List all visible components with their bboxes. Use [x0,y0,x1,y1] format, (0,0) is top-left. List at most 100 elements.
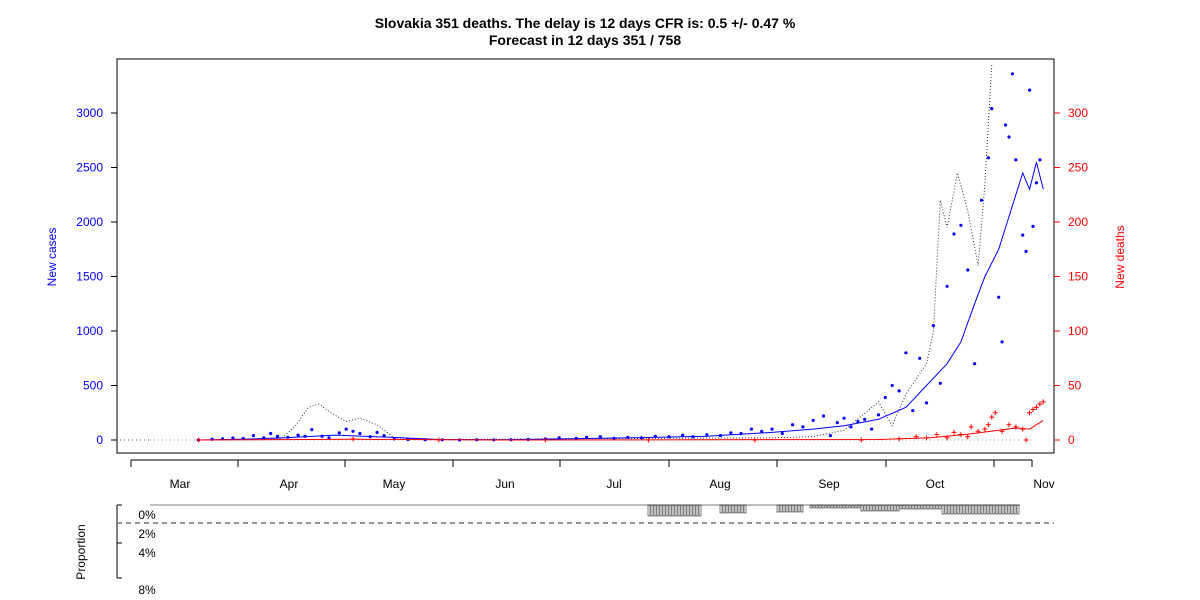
prop-bar [662,504,666,517]
x-tick-label: Aug [709,477,730,491]
prop-bar [1004,504,1008,515]
prop-bar [797,504,801,513]
prop-tick-label: 0% [138,508,156,522]
y-tick-label: 3000 [76,106,103,120]
case-point [890,383,894,388]
prop-bar [905,504,909,510]
x-tick-label: Nov [1033,477,1054,491]
y-tick-label: 1000 [76,324,103,338]
prop-bar [683,504,687,517]
case-point [849,425,853,429]
prop-bar [698,504,702,517]
prop-bar [782,504,786,513]
case-point [770,427,774,431]
prop-bar [800,504,804,513]
prop-bar [935,504,939,510]
prop-bar [917,504,921,510]
cases-smoothed-line [198,161,1044,441]
prop-bar [914,504,918,510]
prop-bar [857,504,861,509]
prop-bar [908,504,912,510]
prop-bar [671,504,675,517]
death-point [989,414,995,420]
prop-bar [821,504,825,509]
case-point [918,356,922,360]
prop-bar [668,504,672,517]
case-point [959,223,963,227]
case-point [705,433,709,437]
case-point [1024,249,1028,253]
case-point [811,418,815,422]
case-point [337,431,341,435]
prop-bar [1016,504,1020,515]
prop-bar [920,504,924,510]
y-tick-label: 0 [96,433,103,447]
case-point [1034,181,1038,185]
prop-bar [881,504,885,512]
prop-bar [959,504,963,515]
y-axis-label-cases: New cases [45,228,59,287]
case-point [986,156,991,160]
case-point [344,427,348,431]
death-point [934,432,940,438]
prop-bar [1007,504,1011,515]
case-point [856,419,860,424]
case-point [1021,233,1025,237]
prop-bar [833,504,837,509]
prop-bar [923,504,927,510]
death-point [1040,399,1046,405]
x-tick-label: Mar [170,477,191,491]
case-point [973,362,977,366]
prop-bar [887,504,891,512]
case-point [1003,123,1008,127]
plot-frame [116,58,1055,454]
case-point [780,431,784,436]
prop-bar [980,504,984,515]
prop-bar [836,504,840,509]
prop-bar [845,504,849,509]
case-point [358,431,362,436]
case-point [904,351,908,355]
prop-bar [872,504,876,512]
death-point [1033,404,1039,410]
prop-bar [938,504,942,510]
prop-bar [950,504,954,515]
prop-bar [776,504,780,513]
prop-bar [848,504,852,509]
prop-bar [674,504,678,517]
case-point [626,435,630,439]
case-point [828,434,833,438]
prop-bar [794,504,798,513]
death-point [985,422,991,428]
prop-bar [932,504,936,510]
x-tick-label: Sep [818,477,840,491]
case-point [791,423,795,427]
prop-bar [842,504,846,509]
case-point [269,431,273,436]
prop-bar [977,504,981,515]
prop-bar [866,504,870,512]
prop-bar [902,504,906,510]
prop-bar [815,504,819,509]
prop-bar [1010,504,1014,515]
death-point [992,410,998,416]
prop-bar [659,504,663,517]
death-point [1023,437,1029,443]
case-point [327,436,331,440]
prop-bar [929,504,933,510]
prop-bar [731,504,735,514]
y-tick-label: 500 [83,379,103,393]
death-point [965,434,971,440]
prop-bar [1001,504,1005,515]
case-point [842,416,846,420]
prop-bar [788,504,792,513]
prop-bar [998,504,1002,515]
case-point [979,198,984,202]
y2-tick-label: 200 [1068,215,1088,229]
chart-subtitle: Forecast in 12 days 351 / 758 [489,32,681,48]
prop-bar [944,504,948,515]
prop-bar [875,504,879,512]
prop-bar [956,504,960,515]
prop-bar [869,504,873,512]
